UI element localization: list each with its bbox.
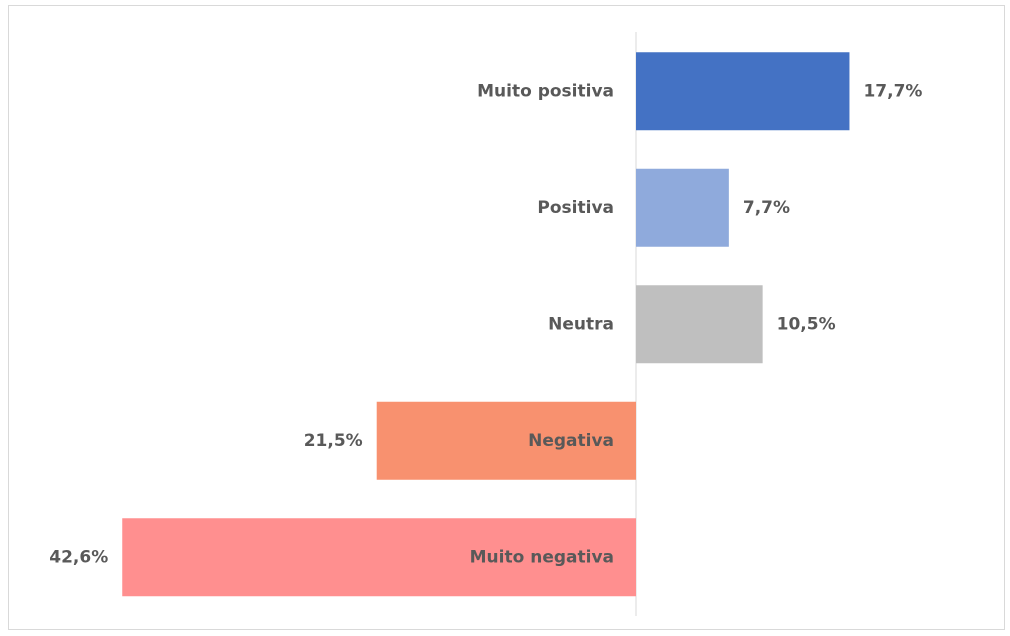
value-label: 7,7%	[743, 198, 790, 218]
category-label: Neutra	[548, 314, 614, 334]
value-label: 21,5%	[304, 431, 363, 451]
category-label: Positiva	[537, 198, 614, 218]
bar	[122, 518, 636, 597]
category-label: Muito positiva	[477, 81, 614, 101]
value-label: 17,7%	[863, 81, 922, 101]
category-label: Negativa	[528, 431, 614, 451]
chart-frame	[8, 5, 1005, 630]
value-label: 10,5%	[777, 314, 836, 334]
value-label: 42,6%	[49, 547, 108, 567]
bar	[376, 401, 636, 480]
bar	[636, 168, 729, 247]
category-label: Muito negativa	[470, 547, 614, 567]
bar	[636, 285, 763, 364]
bar	[636, 52, 850, 131]
